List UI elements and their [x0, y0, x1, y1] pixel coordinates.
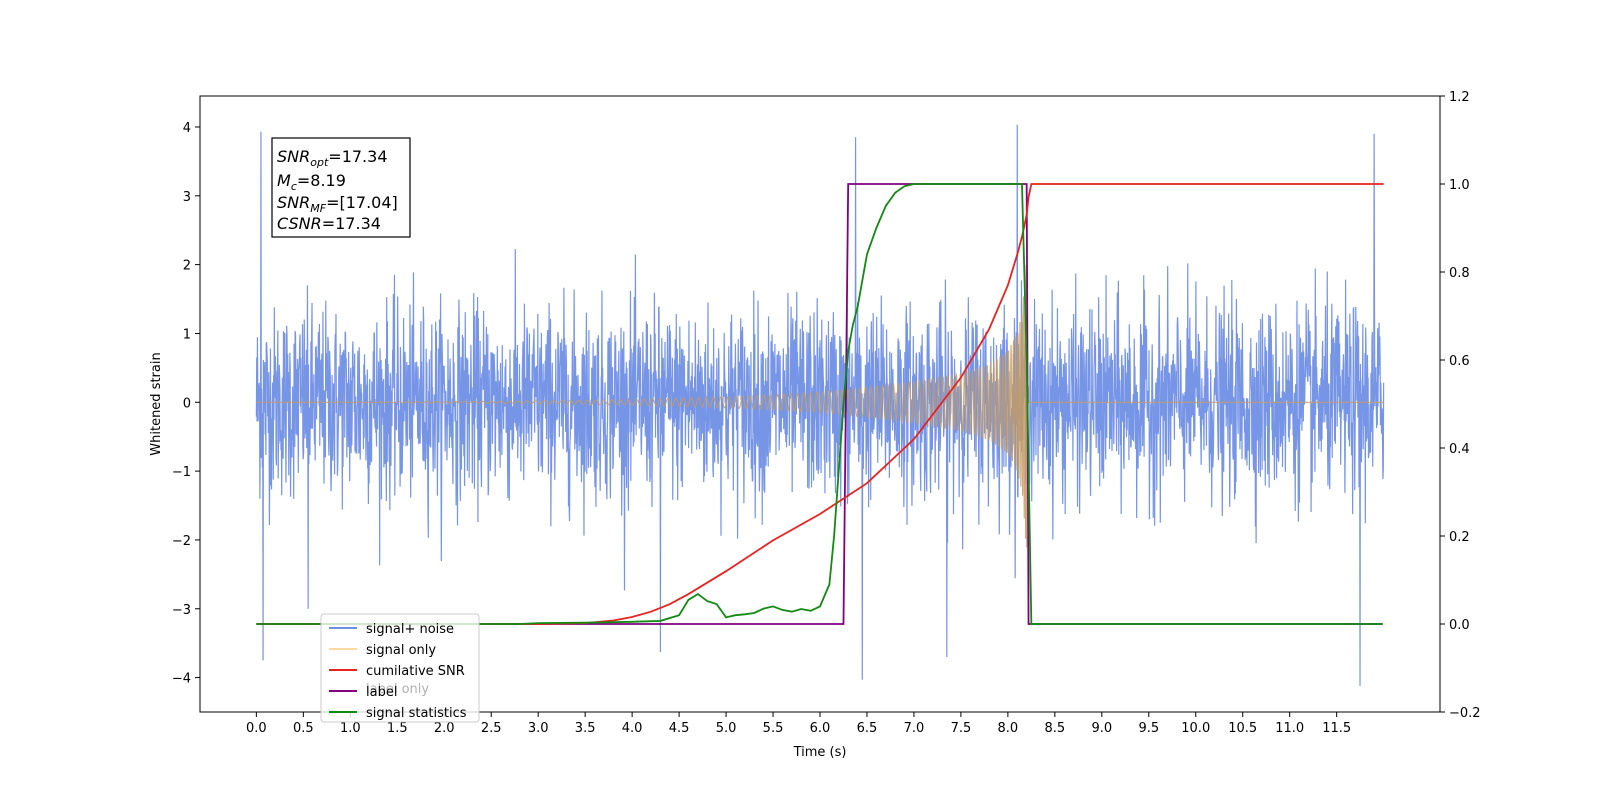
x-tick-label: 3.5 — [575, 721, 596, 736]
y-right-tick-label: 0.2 — [1449, 530, 1470, 545]
y-right-tick-label: 1.0 — [1449, 178, 1470, 193]
y-left-tick-label: −2 — [172, 534, 191, 549]
y-left-tick-label: 3 — [183, 190, 191, 205]
y-left-tick-label: −4 — [172, 672, 191, 687]
legend-label: cumilative SNR — [366, 664, 465, 679]
legend-overlap-text-1: label only — [366, 682, 429, 697]
annotation-snr-mf-sub: MF — [310, 202, 326, 215]
y-axis-label-left: Whitened strain — [149, 352, 164, 455]
annotation-csnr-base: CSNR — [277, 214, 322, 233]
x-tick-label: 11.0 — [1275, 721, 1304, 736]
x-tick-label: 5.0 — [716, 721, 737, 736]
y-right-tick-label: 0.8 — [1449, 266, 1470, 281]
x-axis: 0.0 0.5 1.0 1.5 2.0 2.5 3.0 3.5 4.0 4.5 5.0 5.5 6.0 6… — [246, 712, 1351, 736]
legend-items: signal+ noise signal only cumilative SNR la… — [329, 622, 467, 721]
x-tick-label: 0.5 — [293, 721, 314, 736]
annotation-frame — [271, 137, 411, 238]
x-tick-label: 7.5 — [951, 721, 972, 736]
x-tick-label: 6.5 — [857, 721, 878, 736]
x-tick-label: 2.5 — [481, 721, 502, 736]
x-tick-label: 0.0 — [246, 721, 267, 736]
annotation-mc-sub: c — [291, 180, 297, 193]
x-tick-label: 1.0 — [340, 721, 361, 736]
y-right-tick-label: 0.0 — [1449, 618, 1470, 633]
x-tick-label: 10.0 — [1181, 721, 1210, 736]
x-tick-label: 4.0 — [622, 721, 643, 736]
annotation-snr-opt: SNRopt=17.34 — [277, 147, 388, 169]
series-signal-noise — [255, 124, 1385, 686]
annotation-csnr: CSNR=17.34 — [277, 214, 381, 233]
x-tick-label: 1.5 — [387, 721, 408, 736]
plot-area — [255, 124, 1385, 686]
x-tick-label: 11.5 — [1322, 721, 1351, 736]
y-left-tick-label: 0 — [183, 396, 191, 411]
y-left-tick-label: 4 — [183, 121, 191, 136]
legend-label: label — [366, 685, 397, 700]
x-tick-label: 10.5 — [1228, 721, 1257, 736]
y-left-tick-label: −1 — [172, 465, 191, 480]
series-signal-only — [256, 264, 1384, 548]
legend-label: signal statistics — [366, 706, 467, 721]
y-left-tick-label: 2 — [183, 259, 191, 274]
annotation-csnr-value: =17.34 — [322, 214, 381, 233]
legend: label only signal+ noise signal only cumil… — [320, 613, 480, 723]
x-tick-label: 9.0 — [1091, 721, 1112, 736]
x-tick-label: 2.0 — [434, 721, 455, 736]
x-tick-label: 8.0 — [998, 721, 1019, 736]
x-axis-label: Time (s) — [793, 745, 847, 760]
series-signal-statistics — [256, 183, 1383, 625]
annotation-snr-mf-value: =[17.04] — [326, 193, 398, 212]
y-right-tick-label: −0.2 — [1449, 706, 1481, 721]
annotation-snr-opt-sub: opt — [310, 156, 329, 169]
x-tick-label: 5.5 — [763, 721, 784, 736]
y-left-tick-label: −3 — [172, 603, 191, 618]
annotation-snr-mf-base: SNR — [277, 193, 310, 212]
annotation-snr-opt-value: =17.34 — [328, 147, 387, 166]
y-axis-right: 1.2 1.0 0.8 0.6 0.4 0.2 0.0 −0.2 — [1440, 90, 1481, 721]
legend-label: signal+ noise — [366, 622, 454, 637]
x-tick-label: 3.0 — [528, 721, 549, 736]
x-tick-label: 7.0 — [904, 721, 925, 736]
series-cumulative-snr — [256, 183, 1384, 625]
annotation-mc-value: =8.19 — [297, 171, 346, 190]
y-left-tick-label: 1 — [183, 327, 191, 342]
x-tick-label: 4.5 — [669, 721, 690, 736]
y-axis-left: 4 3 2 1 0 −1 −2 −3 −4 — [172, 121, 200, 687]
annotation-snr-opt-base: SNR — [277, 147, 310, 166]
annotation-mc: Mc=8.19 — [277, 171, 346, 193]
legend-frame — [320, 613, 480, 723]
y-right-tick-label: 1.2 — [1449, 90, 1470, 105]
x-tick-label: 6.0 — [810, 721, 831, 736]
y-right-tick-label: 0.4 — [1449, 442, 1470, 457]
annotation-mc-base: M — [277, 171, 291, 190]
annotation-snr-mf: SNRMF=[17.04] — [277, 193, 398, 215]
annotation-box: SNRopt=17.34 Mc=8.19 SNRMF=[17.04] CSNR=… — [271, 137, 411, 238]
x-tick-label: 9.5 — [1138, 721, 1159, 736]
legend-label: signal only — [366, 643, 436, 658]
y-right-tick-label: 0.6 — [1449, 354, 1470, 369]
x-tick-label: 8.5 — [1045, 721, 1066, 736]
